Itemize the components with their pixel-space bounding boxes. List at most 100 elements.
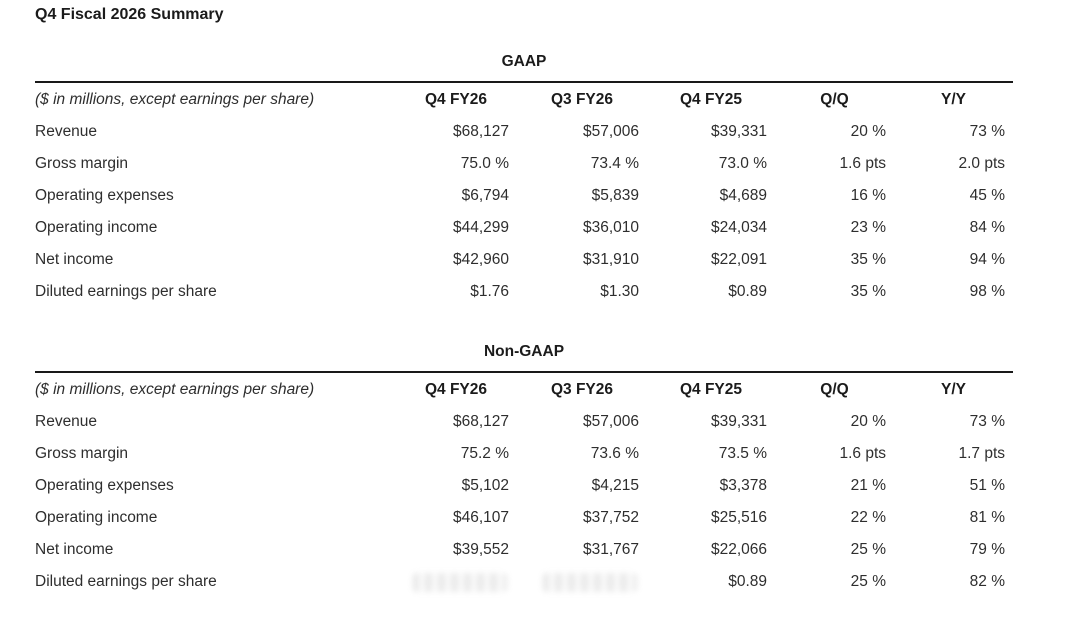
cell-value: $31,767 [582, 541, 639, 558]
cell-value: $1.30 [600, 283, 639, 300]
row-label: Gross margin [35, 155, 129, 172]
cell-value: 1.7 pts [958, 445, 1005, 462]
gaap-table-heading: GAAP [501, 53, 547, 70]
cell-value: $57,006 [582, 413, 639, 430]
cell-value: $39,331 [710, 413, 767, 430]
table-row: Diluted earnings per share $0.89 25 % 82 % [35, 566, 1013, 598]
cell-value: 73 % [969, 413, 1005, 430]
column-header: Q3 FY26 [517, 371, 647, 406]
units-note: ($ in millions, except earnings per shar… [35, 371, 395, 406]
cell-value: $0.89 [728, 283, 767, 300]
cell-value: $68,127 [452, 413, 509, 430]
cell-value: 1.6 pts [839, 445, 886, 462]
gaap-table: ($ in millions, except earnings per shar… [35, 81, 1013, 308]
cell-value: $5,839 [591, 187, 639, 204]
cell-value: 25 % [850, 541, 886, 558]
cell-value: 79 % [969, 541, 1005, 558]
row-label: Revenue [35, 123, 98, 140]
cell-value: 73.0 % [718, 155, 767, 172]
cell-value: $46,107 [452, 509, 509, 526]
cell-value: $37,752 [582, 509, 639, 526]
blurred-value [413, 572, 507, 592]
table-row: Operating expenses $6,794 $5,839 $4,689 16 %… [35, 180, 1013, 212]
cell-value: $25,516 [710, 509, 767, 526]
gaap-header-row: ($ in millions, except earnings per shar… [35, 81, 1013, 116]
cell-value: $42,960 [452, 251, 509, 268]
blurred-value [543, 572, 637, 592]
table-row: Operating income $44,299 $36,010 $24,034 23 … [35, 212, 1013, 244]
cell-value: 51 % [969, 477, 1005, 494]
cell-value: 45 % [969, 187, 1005, 204]
cell-value: $0.89 [728, 573, 767, 590]
cell-value: 25 % [850, 573, 886, 590]
gaap-section: GAAP ($ in millions, except earnings per… [35, 53, 1013, 308]
cell-value: 35 % [850, 251, 886, 268]
table-row: Gross margin 75.0 % 73.4 % 73.0 % 1.6 pts 2.0… [35, 148, 1013, 180]
column-header: Y/Y [894, 371, 1013, 406]
cell-value: $6,794 [461, 187, 509, 204]
non-gaap-section: Non-GAAP ($ in millions, except earnings… [35, 343, 1013, 598]
cell-value: $39,331 [710, 123, 767, 140]
table-row: Diluted earnings per share $1.76 $1.30 $0.8… [35, 276, 1013, 308]
row-label: Operating expenses [35, 187, 174, 204]
cell-value: 75.2 % [460, 445, 509, 462]
cell-value [517, 566, 647, 598]
cell-value: 94 % [969, 251, 1005, 268]
cell-value: $5,102 [461, 477, 509, 494]
gaap-table-body: Revenue $68,127 $57,006 $39,331 20 % 73 % Gros… [35, 116, 1013, 308]
cell-value: $22,091 [710, 251, 767, 268]
column-header: Y/Y [894, 81, 1013, 116]
cell-value [395, 566, 517, 598]
row-label: Diluted earnings per share [35, 283, 217, 300]
table-row: Net income $42,960 $31,910 $22,091 35 % 94 % [35, 244, 1013, 276]
column-header: Q/Q [775, 81, 894, 116]
cell-value: 81 % [969, 509, 1005, 526]
column-header: Q4 FY26 [395, 81, 517, 116]
table-row: Net income $39,552 $31,767 $22,066 25 % 79 % [35, 534, 1013, 566]
units-note: ($ in millions, except earnings per shar… [35, 81, 395, 116]
cell-value: $31,910 [582, 251, 639, 268]
non-gaap-table: ($ in millions, except earnings per shar… [35, 371, 1013, 598]
cell-value: $4,689 [719, 187, 767, 204]
cell-value: 35 % [850, 283, 886, 300]
cell-value: 23 % [850, 219, 886, 236]
column-header: Q4 FY25 [647, 81, 775, 116]
non-gaap-header-row: ($ in millions, except earnings per shar… [35, 371, 1013, 406]
table-row: Operating expenses $5,102 $4,215 $3,378 21 %… [35, 470, 1013, 502]
cell-value: $44,299 [452, 219, 509, 236]
cell-value: 73.6 % [590, 445, 639, 462]
cell-value: 75.0 % [460, 155, 509, 172]
cell-value: 20 % [850, 123, 886, 140]
table-row: Operating income $46,107 $37,752 $25,516 22 … [35, 502, 1013, 534]
cell-value: 2.0 pts [958, 155, 1005, 172]
cell-value: $24,034 [710, 219, 767, 236]
cell-value: 82 % [969, 573, 1005, 590]
column-header: Q3 FY26 [517, 81, 647, 116]
table-row: Gross margin 75.2 % 73.6 % 73.5 % 1.6 pts 1.7… [35, 438, 1013, 470]
row-label: Operating income [35, 509, 158, 526]
cell-value: 21 % [850, 477, 886, 494]
column-header: Q4 FY25 [647, 371, 775, 406]
cell-value: 22 % [850, 509, 886, 526]
table-row: Revenue $68,127 $57,006 $39,331 20 % 73 % [35, 116, 1013, 148]
cell-value: 84 % [969, 219, 1005, 236]
cell-value: 73.4 % [590, 155, 639, 172]
cell-value: $57,006 [582, 123, 639, 140]
row-label: Net income [35, 251, 114, 268]
page: Q4 Fiscal 2026 Summary GAAP ($ in millio… [35, 6, 1013, 598]
cell-value: $3,378 [719, 477, 767, 494]
column-header: Q/Q [775, 371, 894, 406]
row-label: Gross margin [35, 445, 129, 462]
row-label: Revenue [35, 413, 98, 430]
cell-value: $36,010 [582, 219, 639, 236]
non-gaap-table-heading: Non-GAAP [483, 343, 565, 360]
cell-value: $39,552 [452, 541, 509, 558]
cell-value: $68,127 [452, 123, 509, 140]
cell-value: 98 % [969, 283, 1005, 300]
cell-value: 1.6 pts [839, 155, 886, 172]
cell-value: 20 % [850, 413, 886, 430]
row-label: Operating income [35, 219, 158, 236]
page-title: Q4 Fiscal 2026 Summary [35, 6, 224, 23]
row-label: Operating expenses [35, 477, 174, 494]
row-label: Diluted earnings per share [35, 573, 217, 590]
